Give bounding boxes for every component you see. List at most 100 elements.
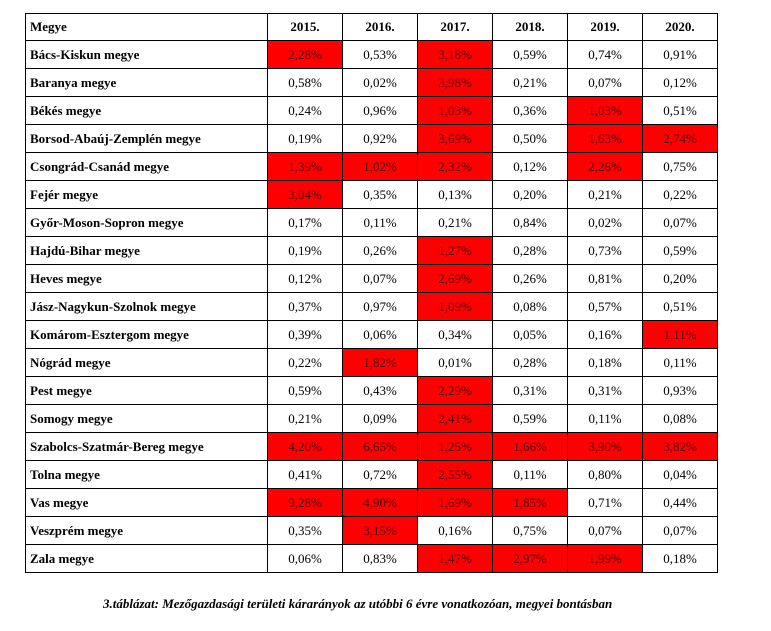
damage-ratio-cell: 0,37% xyxy=(267,292,343,321)
damage-ratio-cell: 0,35% xyxy=(342,180,418,209)
county-name-cell: Jász-Nagykun-Szolnok megye xyxy=(25,292,268,321)
table-row: Fejér megye 3,04% 0,35% 0,13% 0,20% 0,21% 0,22… xyxy=(25,180,718,209)
damage-ratio-cell: 0,26% xyxy=(342,236,418,265)
damage-ratio-cell: 0,24% xyxy=(267,96,343,125)
table-row: Tolna megye 0,41% 0,72% 2,55% 0,11% 0,80% 0,04… xyxy=(25,460,718,489)
damage-ratio-cell: 0,21% xyxy=(417,208,493,237)
damage-ratio-cell: 1,39% xyxy=(267,152,343,181)
county-name-cell: Hajdú-Bihar megye xyxy=(25,236,268,265)
damage-ratio-cell: 0,17% xyxy=(267,208,343,237)
damage-ratio-cell: 0,75% xyxy=(642,152,718,181)
damage-ratio-cell: 0,11% xyxy=(642,348,718,377)
table-row: Komárom-Esztergom megye 0,39% 0,06% 0,34% 0,… xyxy=(25,320,718,349)
county-name-cell: Nógrád megye xyxy=(25,348,268,377)
column-header-2020: 2020. xyxy=(642,13,718,41)
damage-ratio-cell: 0,31% xyxy=(567,376,643,405)
damage-ratio-cell: 0,44% xyxy=(642,488,718,517)
damage-ratio-cell: 0,08% xyxy=(642,404,718,433)
damage-ratio-cell: 2,74% xyxy=(642,124,718,153)
damage-ratio-cell: 0,73% xyxy=(567,236,643,265)
damage-ratio-cell: 3,82% xyxy=(642,432,718,461)
damage-ratio-cell: 2,32% xyxy=(417,152,493,181)
table-row: Bács-Kiskun megye 2,28% 0,53% 3,18% 0,59% 0,7… xyxy=(25,40,718,69)
county-name-cell: Baranya megye xyxy=(25,68,268,97)
damage-ratio-cell: 0,11% xyxy=(567,404,643,433)
damage-ratio-cell: 0,58% xyxy=(267,68,343,97)
damage-ratio-cell: 0,39% xyxy=(267,320,343,349)
table-row: Borsod-Abaúj-Zemplén megye 0,19% 0,92% 3,69… xyxy=(25,124,718,153)
column-header-2017: 2017. xyxy=(417,13,493,41)
county-name-cell: Somogy megye xyxy=(25,404,268,433)
damage-ratio-cell: 4,90% xyxy=(342,488,418,517)
damage-ratio-cell: 0,59% xyxy=(492,40,568,69)
damage-ratio-cell: 0,04% xyxy=(642,460,718,489)
damage-ratio-cell: 0,57% xyxy=(567,292,643,321)
damage-ratio-cell: 0,06% xyxy=(267,544,343,573)
damage-ratio-cell: 0,13% xyxy=(417,180,493,209)
county-name-cell: Győr-Moson-Sopron megye xyxy=(25,208,268,237)
damage-ratio-cell: 0,28% xyxy=(492,348,568,377)
damage-ratio-cell: 0,22% xyxy=(267,348,343,377)
damage-ratio-cell: 2,69% xyxy=(417,264,493,293)
damage-ratio-cell: 1,03% xyxy=(567,96,643,125)
damage-ratio-cell: 0,20% xyxy=(642,264,718,293)
column-header-2019: 2019. xyxy=(567,13,643,41)
county-name-cell: Békés megye xyxy=(25,96,268,125)
damage-ratio-cell: 0,11% xyxy=(492,460,568,489)
county-name-cell: Zala megye xyxy=(25,544,268,573)
damage-ratio-cell: 2,55% xyxy=(417,460,493,489)
table-row: Szabolcs-Szatmár-Bereg megye 4,20% 6,65% 1,… xyxy=(25,432,718,461)
damage-ratio-cell: 0,26% xyxy=(492,264,568,293)
table-caption: 3.táblázat: Mezőgazdasági területi kárar… xyxy=(103,596,613,611)
damage-ratio-cell: 0,83% xyxy=(342,544,418,573)
damage-ratio-cell: 0,50% xyxy=(492,124,568,153)
damage-ratio-cell: 0,16% xyxy=(567,320,643,349)
damage-ratio-cell: 0,80% xyxy=(567,460,643,489)
table-row: Jász-Nagykun-Szolnok megye 0,37% 0,97% 1,09… xyxy=(25,292,718,321)
damage-ratio-cell: 0,19% xyxy=(267,236,343,265)
county-name-cell: Fejér megye xyxy=(25,180,268,209)
column-header-county: Megye xyxy=(25,13,268,41)
damage-ratio-cell: 0,97% xyxy=(342,292,418,321)
damage-ratio-cell: 0,06% xyxy=(342,320,418,349)
damage-ratio-cell: 1,11% xyxy=(642,320,718,349)
damage-ratio-cell: 0,81% xyxy=(567,264,643,293)
damage-ratio-cell: 6,65% xyxy=(342,432,418,461)
county-name-cell: Bács-Kiskun megye xyxy=(25,40,268,69)
damage-ratio-cell: 0,18% xyxy=(567,348,643,377)
county-name-cell: Szabolcs-Szatmár-Bereg megye xyxy=(25,432,268,461)
damage-ratio-table: Megye 2015. 2016. 2017. 2018. 2019. 2020… xyxy=(25,13,718,573)
damage-ratio-cell: 0,21% xyxy=(567,180,643,209)
table-row: Csongrád-Csanád megye 1,39% 1,02% 2,32% 0,12… xyxy=(25,152,718,181)
damage-ratio-cell: 2,97% xyxy=(492,544,568,573)
damage-ratio-cell: 1,82% xyxy=(342,348,418,377)
damage-ratio-cell: 0,09% xyxy=(342,404,418,433)
damage-ratio-cell: 0,43% xyxy=(342,376,418,405)
county-name-cell: Veszprém megye xyxy=(25,516,268,545)
damage-ratio-cell: 0,12% xyxy=(492,152,568,181)
damage-ratio-cell: 0,20% xyxy=(492,180,568,209)
header-row: Megye 2015. 2016. 2017. 2018. 2019. 2020… xyxy=(25,13,718,41)
table-row: Heves megye 0,12% 0,07% 2,69% 0,26% 0,81% 0,20… xyxy=(25,264,718,293)
county-name-cell: Tolna megye xyxy=(25,460,268,489)
damage-ratio-cell: 1,27% xyxy=(417,236,493,265)
damage-ratio-cell: 0,41% xyxy=(267,460,343,489)
county-name-cell: Csongrád-Csanád megye xyxy=(25,152,268,181)
damage-ratio-cell: 0,92% xyxy=(342,124,418,153)
damage-ratio-cell: 3,18% xyxy=(417,40,493,69)
damage-ratio-cell: 0,12% xyxy=(267,264,343,293)
damage-ratio-cell: 0,59% xyxy=(267,376,343,405)
damage-ratio-cell: 0,07% xyxy=(642,516,718,545)
damage-ratio-cell: 0,02% xyxy=(342,68,418,97)
column-header-2018: 2018. xyxy=(492,13,568,41)
damage-ratio-cell: 1,25% xyxy=(417,432,493,461)
county-name-cell: Heves megye xyxy=(25,264,268,293)
damage-ratio-cell: 0,34% xyxy=(417,320,493,349)
damage-ratio-cell: 0,16% xyxy=(417,516,493,545)
table-row: Pest megye 0,59% 0,43% 2,29% 0,31% 0,31% 0,93% xyxy=(25,376,718,405)
column-header-2016: 2016. xyxy=(342,13,418,41)
damage-ratio-cell: 1,66% xyxy=(492,432,568,461)
county-name-cell: Borsod-Abaúj-Zemplén megye xyxy=(25,124,268,153)
county-name-cell: Komárom-Esztergom megye xyxy=(25,320,268,349)
damage-ratio-cell: 0,07% xyxy=(642,208,718,237)
